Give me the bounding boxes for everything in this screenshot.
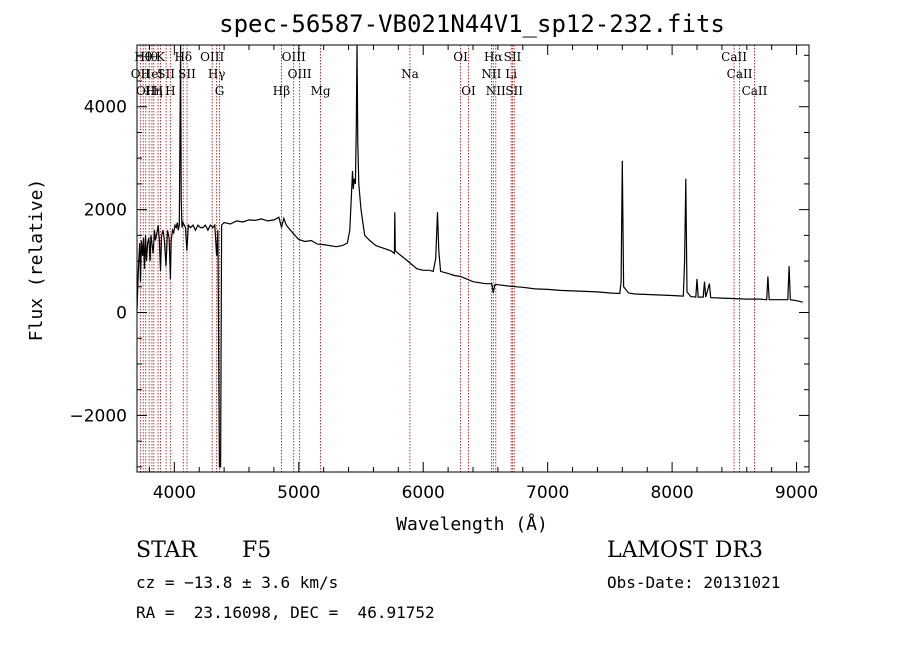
line-label: OII	[136, 84, 156, 98]
x-tick-label: 6000	[402, 483, 445, 503]
line-label: HeI	[141, 67, 164, 81]
y-tick-label: −2000	[69, 406, 127, 426]
object-class: STAR	[136, 538, 197, 563]
line-label: Hη	[145, 84, 163, 98]
y-tick-label: 2000	[84, 201, 127, 221]
y-axis-label: Flux (relative)	[26, 179, 47, 342]
observation-date: Obs-Date: 20131021	[607, 573, 781, 592]
survey-name: LAMOST DR3	[607, 538, 763, 563]
line-label: Mg	[311, 84, 331, 98]
line-label: G	[215, 84, 225, 98]
line-label: OI	[461, 84, 476, 98]
object-subclass: F5	[242, 538, 272, 563]
x-axis-label: Wavelength (Å)	[396, 513, 548, 535]
line-label: Na	[401, 67, 419, 81]
line-label: SII	[504, 50, 522, 64]
chart-title: spec-56587-VB021N44V1_sp12-232.fits	[219, 10, 725, 38]
x-tick-label: 8000	[650, 483, 693, 503]
line-label: SII	[157, 67, 175, 81]
line-label: OIII	[282, 50, 306, 64]
x-axis-ticks: 4000 5000 6000 7000 8000 9000	[148, 45, 818, 503]
x-tick-label: 5000	[277, 483, 320, 503]
line-label: Hα	[484, 50, 503, 64]
x-tick-label: 4000	[153, 483, 196, 503]
x-tick-label: 7000	[526, 483, 569, 503]
plot-frame	[136, 44, 810, 473]
line-label: CaII	[742, 84, 768, 98]
y-axis-ticks: −2000 0 2000 4000	[69, 54, 809, 468]
line-label: Hγ	[208, 67, 226, 81]
line-label: Hβ	[273, 84, 290, 98]
line-label: NII	[486, 84, 506, 98]
y-tick-label: 4000	[84, 98, 127, 118]
line-label: SII	[178, 67, 196, 81]
line-label: CaII	[727, 67, 753, 81]
y-tick-label: 0	[116, 304, 127, 324]
line-label: OIII	[200, 50, 224, 64]
line-label: Li	[505, 67, 517, 81]
line-label: Hδ	[174, 50, 192, 64]
line-label: K	[156, 50, 166, 64]
line-label: NII	[481, 67, 501, 81]
line-label: Hθ	[134, 50, 152, 64]
line-label: OIII	[288, 67, 312, 81]
line-label: CaII	[721, 50, 747, 64]
line-label: OI	[453, 50, 468, 64]
line-label: SII	[505, 84, 523, 98]
line-label: H	[165, 84, 175, 98]
x-tick-label: 9000	[775, 483, 818, 503]
line-label: OII	[131, 67, 151, 81]
redshift-velocity: cz = −13.8 ± 3.6 km/s	[136, 573, 339, 592]
spectrum-series-line	[136, 44, 803, 468]
emission-line-markers	[139, 45, 755, 472]
line-label: Hθ	[140, 50, 158, 64]
line-label: H	[153, 84, 163, 98]
sky-coordinates: RA = 23.16098, DEC = 46.91752	[136, 603, 435, 622]
